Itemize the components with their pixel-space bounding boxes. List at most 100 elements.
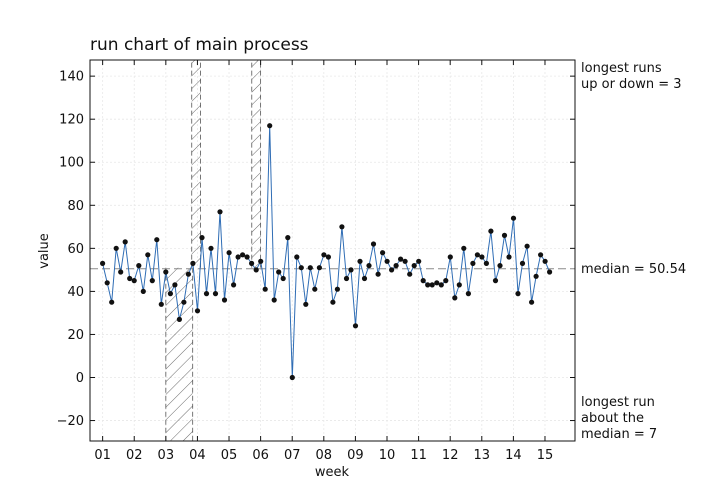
data-point bbox=[303, 301, 309, 307]
data-point bbox=[104, 280, 110, 286]
data-point bbox=[375, 271, 381, 277]
data-point bbox=[370, 241, 377, 247]
x-tick-label: 11 bbox=[410, 448, 427, 463]
data-point bbox=[447, 254, 453, 260]
y-tick-label: 100 bbox=[59, 156, 84, 171]
y-tick-label: 140 bbox=[59, 70, 84, 85]
data-series bbox=[100, 123, 553, 381]
data-point bbox=[136, 263, 142, 269]
data-point bbox=[249, 260, 255, 266]
x-axis-title: week bbox=[315, 465, 350, 480]
data-point bbox=[348, 267, 354, 273]
data-point bbox=[140, 288, 146, 294]
x-tick-label: 09 bbox=[347, 448, 364, 463]
data-point bbox=[212, 291, 219, 297]
data-point bbox=[343, 275, 350, 282]
data-point bbox=[258, 258, 264, 264]
data-point bbox=[452, 295, 458, 301]
y-tick-label: 40 bbox=[67, 285, 84, 300]
data-point bbox=[533, 273, 539, 279]
data-point bbox=[389, 267, 395, 273]
data-point bbox=[276, 269, 282, 275]
data-point bbox=[158, 301, 164, 307]
y-tick-label: 20 bbox=[67, 328, 84, 343]
data-point bbox=[384, 258, 390, 264]
data-point bbox=[479, 254, 485, 260]
data-point bbox=[366, 263, 372, 269]
data-point bbox=[267, 123, 273, 129]
data-point bbox=[438, 282, 444, 288]
data-point bbox=[402, 258, 408, 264]
data-point bbox=[100, 260, 106, 266]
data-point bbox=[492, 278, 499, 284]
data-point bbox=[181, 299, 187, 305]
x-tick-label: 08 bbox=[316, 448, 333, 463]
data-point bbox=[488, 228, 494, 234]
y-tick-label: 80 bbox=[67, 199, 84, 214]
shaded-region bbox=[251, 60, 261, 268]
data-point bbox=[519, 260, 526, 266]
data-point bbox=[235, 254, 241, 260]
x-tick-label: 01 bbox=[94, 448, 111, 463]
data-point bbox=[280, 275, 286, 282]
data-point bbox=[470, 260, 476, 266]
data-point bbox=[285, 235, 291, 241]
data-point bbox=[407, 271, 413, 277]
data-point bbox=[176, 316, 182, 322]
data-point bbox=[515, 291, 521, 297]
data-point bbox=[529, 299, 535, 305]
data-point bbox=[226, 250, 232, 256]
data-point bbox=[131, 278, 137, 284]
shaded-regions bbox=[165, 60, 262, 441]
data-point bbox=[185, 271, 191, 277]
data-point bbox=[298, 265, 304, 271]
data-point bbox=[425, 282, 431, 288]
x-tick-label: 05 bbox=[221, 448, 238, 463]
data-point bbox=[149, 278, 155, 284]
x-tick-label: 03 bbox=[158, 448, 175, 463]
y-tick-label: −20 bbox=[57, 414, 84, 429]
runs-about-median-annotation: about the bbox=[581, 411, 644, 426]
data-point bbox=[122, 239, 128, 245]
data-point bbox=[456, 282, 462, 288]
shaded-region bbox=[165, 267, 193, 441]
data-point bbox=[109, 299, 115, 305]
x-tick-label: 14 bbox=[505, 448, 522, 463]
data-point bbox=[434, 280, 440, 286]
data-point bbox=[443, 278, 449, 284]
data-point bbox=[357, 258, 363, 264]
x-tick-label: 02 bbox=[126, 448, 143, 463]
data-point bbox=[474, 252, 480, 258]
plot-frame bbox=[89, 59, 576, 442]
data-point bbox=[262, 286, 268, 292]
data-point bbox=[199, 235, 205, 241]
data-point bbox=[172, 282, 178, 288]
data-point bbox=[506, 254, 512, 260]
data-point bbox=[483, 260, 489, 266]
x-tick-label: 07 bbox=[284, 448, 301, 463]
runs-about-median-annotation: median = 7 bbox=[581, 427, 657, 442]
data-point bbox=[524, 243, 530, 249]
y-tick-label: 120 bbox=[59, 113, 84, 128]
data-point bbox=[118, 269, 124, 275]
x-tick-label: 15 bbox=[537, 448, 554, 463]
data-point bbox=[217, 209, 223, 215]
data-point bbox=[231, 282, 237, 288]
data-point bbox=[271, 297, 277, 303]
median-label: median = 50.54 bbox=[581, 262, 686, 277]
data-point bbox=[253, 267, 259, 273]
runs-up-down-annotation: longest runs bbox=[581, 61, 662, 76]
data-point bbox=[244, 254, 250, 260]
data-point bbox=[339, 224, 345, 230]
x-tick-label: 12 bbox=[442, 448, 459, 463]
data-point bbox=[325, 254, 331, 260]
data-point bbox=[321, 252, 327, 258]
x-tick-label: 04 bbox=[189, 448, 206, 463]
x-tick-label: 06 bbox=[252, 448, 269, 463]
data-point bbox=[542, 258, 548, 264]
data-point bbox=[113, 245, 119, 251]
data-point bbox=[547, 269, 553, 275]
data-point bbox=[501, 232, 508, 238]
data-point bbox=[497, 263, 503, 269]
